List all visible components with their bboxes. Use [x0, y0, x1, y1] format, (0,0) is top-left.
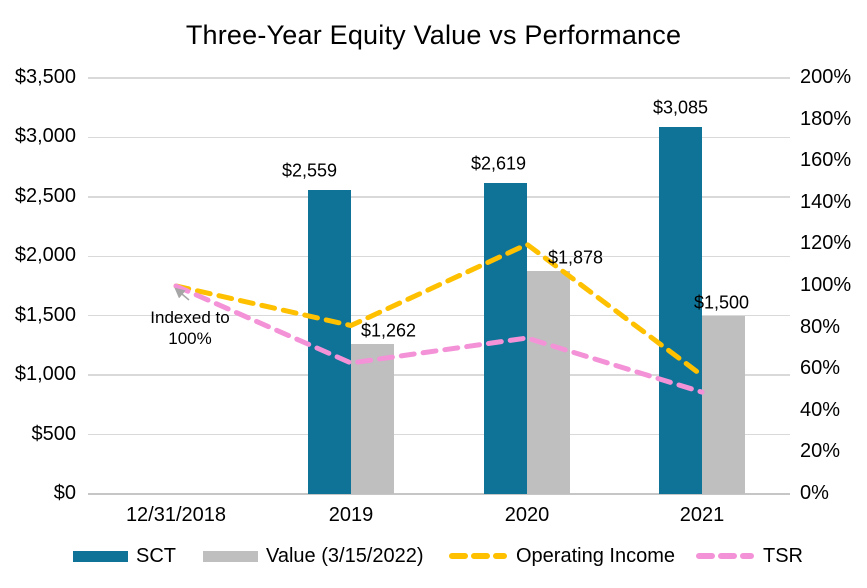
legend-swatch-tsr [696, 553, 754, 559]
bar-value-2019 [351, 344, 394, 494]
legend-label-tsr: TSR [763, 544, 803, 567]
bar-sct-2019 [308, 189, 351, 494]
gridline [88, 314, 790, 317]
annotation-line-1: Indexed to [150, 308, 230, 327]
legend-label-sct: SCT [136, 544, 176, 567]
y-axis-right-tick: 20% [800, 440, 841, 463]
y-axis-right-tick: 120% [800, 232, 852, 255]
bar-data-label: $1,500 [693, 292, 750, 313]
legend-swatch-value [203, 550, 258, 562]
legend-swatch-operating-income [449, 553, 507, 559]
gridline [88, 493, 790, 495]
y-axis-right-tick: 0% [800, 482, 829, 504]
gridline [88, 77, 790, 79]
bar-data-label: $3,085 [652, 97, 709, 118]
y-axis-left-tick: $500 [31, 422, 77, 445]
bar-sct-2021 [659, 127, 702, 494]
bar-data-label: $2,619 [470, 153, 527, 174]
legend-item-sct: SCT [73, 541, 176, 571]
y-axis-left-tick: $1,500 [14, 303, 76, 326]
y-axis-right-tick: 160% [800, 149, 852, 172]
x-axis-tick: 12/31/2018 [125, 504, 227, 526]
y-axis-right-tick: 100% [800, 274, 852, 296]
x-axis-tick: 2020 [504, 504, 550, 526]
legend-item-value: Value (3/15/2022) [203, 541, 424, 571]
annotation-arrow [174, 287, 190, 301]
legend-item-tsr: TSR [695, 541, 803, 571]
chart-title: Three-Year Equity Value vs Performance [185, 20, 682, 50]
gridline [88, 433, 790, 436]
y-axis-right-tick: 180% [800, 107, 852, 130]
y-axis-left-tick: $2,500 [14, 184, 76, 207]
y-axis-left-tick: $1,000 [14, 363, 76, 386]
gridline [88, 255, 790, 258]
y-axis-right-tick: 140% [800, 190, 852, 213]
bar-value-2021 [702, 315, 745, 494]
y-axis-right-tick: 200% [800, 66, 852, 88]
bar-value-2020 [527, 270, 570, 494]
gridline [88, 136, 790, 139]
x-axis-tick: 2021 [679, 504, 725, 526]
legend: SCT Value (3/15/2022) Operating Income T… [0, 541, 867, 571]
annotation-indexed-to-100: Indexed to 100% [126, 307, 254, 349]
tsr-line [173, 283, 705, 395]
y-axis-left-tick: $3,500 [14, 66, 76, 88]
y-axis-right-tick: 80% [800, 315, 841, 338]
annotation-line-2: 100% [168, 329, 212, 348]
y-axis-right-tick: 40% [800, 398, 841, 421]
bar-data-label: $2,559 [281, 160, 338, 181]
y-axis-left-tick: $2,000 [14, 244, 76, 267]
bar-data-label: $1,878 [547, 247, 604, 268]
legend-item-operating-income: Operating Income [448, 541, 675, 571]
x-axis-tick: 2019 [328, 504, 374, 526]
legend-label-value: Value (3/15/2022) [266, 544, 424, 567]
y-axis-left-tick: $0 [53, 482, 76, 504]
legend-swatch-sct [73, 550, 128, 562]
bar-data-label: $1,262 [360, 320, 417, 341]
gridline [88, 374, 790, 376]
legend-label-operating-income: Operating Income [516, 544, 675, 567]
y-axis-left-tick: $3,000 [14, 125, 76, 148]
y-axis-right-tick: 60% [800, 357, 841, 380]
gridline [88, 196, 790, 198]
operating-income-line [173, 241, 705, 378]
